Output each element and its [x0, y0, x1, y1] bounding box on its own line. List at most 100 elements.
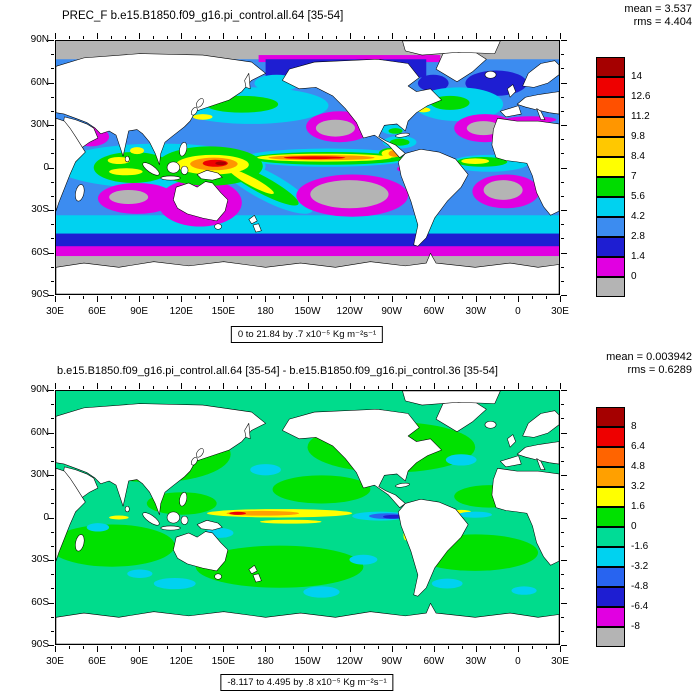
colorbar-box [596, 447, 625, 467]
axis-tick [83, 646, 85, 649]
lon-tick-label: 30E [551, 656, 569, 667]
bottom-map [55, 390, 560, 645]
colorbar-label: -1.6 [631, 541, 649, 552]
lon-tick-label: 90W [381, 656, 402, 667]
colorbar-box [596, 427, 625, 447]
axis-tick [419, 386, 421, 389]
axis-tick [560, 383, 561, 389]
axis-tick [561, 531, 564, 533]
axis-tick [48, 210, 54, 211]
colorbar-box [596, 197, 625, 217]
axis-tick [405, 386, 407, 389]
axis-tick [181, 33, 183, 39]
axis-tick [279, 296, 281, 299]
axis-tick [489, 36, 491, 39]
axis-tick [321, 646, 323, 649]
colorbar-box [596, 217, 625, 237]
colorbar-label: 4.8 [631, 461, 645, 472]
axis-tick [265, 296, 267, 302]
lon-tick-label: 120W [336, 306, 363, 317]
axis-tick [69, 36, 71, 39]
axis-tick [503, 296, 505, 299]
colorbar-box [596, 277, 625, 297]
axis-tick [223, 383, 225, 389]
rms-value: rms = 4.404 [633, 16, 692, 28]
axis-tick [48, 645, 54, 646]
lon-tick-label: 150E [211, 656, 235, 667]
axis-tick [561, 252, 567, 254]
axis-tick [51, 54, 54, 56]
axis-tick [55, 383, 56, 389]
axis-tick [349, 383, 351, 389]
panel-title: PREC_F b.e15.B1850.f09_g16.pi_control.al… [62, 10, 344, 22]
axis-tick [51, 181, 54, 183]
lon-tick-label: 60E [88, 306, 106, 317]
axis-tick [51, 238, 54, 240]
axis-tick [55, 646, 56, 652]
axis-tick [461, 646, 463, 649]
axis-tick [561, 545, 564, 547]
axis-tick [447, 296, 449, 299]
lat-tick-label: 0 [43, 161, 49, 173]
axis-tick [51, 404, 54, 406]
lon-tick-label: 150W [294, 306, 321, 317]
axis-tick [561, 446, 564, 448]
lon-tick-label: 0 [515, 306, 521, 317]
axis-tick [51, 153, 54, 155]
axis-tick [545, 36, 547, 39]
axis-tick [561, 517, 567, 519]
axis-tick [139, 383, 141, 389]
axis-tick [561, 602, 567, 604]
axis-tick [560, 33, 561, 39]
axis-tick [391, 33, 393, 39]
axis-tick [475, 383, 477, 389]
axis-tick [391, 383, 393, 389]
axis-tick [167, 386, 169, 389]
axis-tick [125, 36, 127, 39]
colorbar-label: 4.2 [631, 211, 645, 222]
axis-tick [153, 386, 155, 389]
lon-tick-label: 30W [465, 656, 487, 667]
lon-tick-label: 60W [423, 306, 445, 317]
axis-tick [265, 646, 267, 652]
axis-tick [48, 295, 54, 296]
lat-tick-label: 60N [30, 76, 49, 88]
top-map-plot [56, 41, 559, 294]
axis-tick [561, 266, 564, 268]
axis-tick [561, 475, 567, 476]
lon-tick-label: 60W [423, 656, 445, 667]
axis-tick [209, 296, 211, 299]
axis-tick [363, 386, 365, 389]
axis-tick [561, 110, 564, 112]
axis-tick [223, 296, 225, 302]
axis-tick [349, 33, 351, 39]
rms-value: rms = 0.6289 [627, 364, 692, 376]
axis-tick [55, 33, 56, 39]
colorbar-label: 9.8 [631, 131, 645, 142]
lat-tick-label: 60S [31, 246, 49, 258]
axis-tick [111, 36, 113, 39]
colorbar-box [596, 507, 625, 527]
axis-tick [363, 296, 365, 299]
lat-tick-label: 90N [30, 384, 49, 395]
lon-tick-label: 150E [211, 306, 235, 317]
axis-tick [531, 296, 533, 299]
axis-tick [195, 36, 197, 39]
axis-tick [237, 296, 239, 299]
axis-tick [419, 36, 421, 39]
lat-tick-label: 30N [30, 119, 49, 130]
axis-tick [433, 646, 435, 652]
axis-tick [561, 560, 567, 561]
axis-tick [279, 646, 281, 649]
axis-tick [561, 139, 564, 141]
lon-tick-label: 30E [46, 306, 64, 317]
axis-tick [561, 489, 564, 491]
colorbar-box [596, 237, 625, 257]
axis-tick [335, 386, 337, 389]
axis-tick [139, 33, 141, 39]
axis-tick [51, 195, 54, 197]
axis-tick [561, 432, 567, 434]
axis-tick [51, 588, 54, 590]
axis-tick [111, 296, 113, 299]
